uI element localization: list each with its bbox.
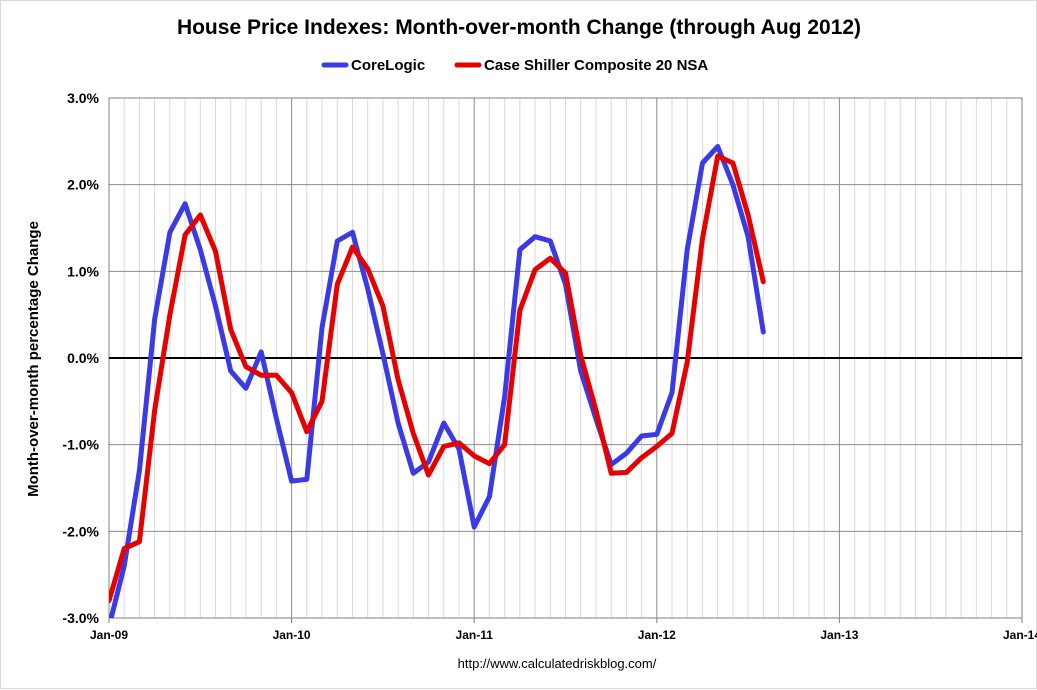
x-tick-label: Jan-10 [273,628,311,642]
y-axis-label: Month-over-month percentage Change [25,221,42,497]
x-axis-ticks: Jan-09 Jan-10 Jan-11 Jan-12 Jan-13 Jan-14 [90,618,1037,642]
series-line-case-shiller [109,153,766,604]
y-tick-label: -1.0% [62,437,99,453]
x-tick-label: Jan-12 [638,628,676,642]
y-tick-label: 2.0% [67,177,99,193]
y-tick-label: 0.0% [67,350,99,366]
legend-label: CoreLogic [351,57,425,74]
series-layer [109,144,766,618]
legend-label: Case Shiller Composite 20 NSA [484,57,708,74]
y-tick-label: -2.0% [62,523,99,539]
y-axis-ticks: 3.0% 2.0% 1.0% 0.0% -1.0% -2.0% -3.0% [62,90,99,626]
chart-title: House Price Indexes: Month-over-month Ch… [177,16,861,39]
legend: CoreLogic Case Shiller Composite 20 NSA [321,57,708,74]
y-tick-label: -3.0% [62,610,99,626]
x-tick-label: Jan-11 [456,628,494,642]
x-tick-label: Jan-14 [1003,628,1037,642]
x-tick-label: Jan-13 [820,628,858,642]
x-tick-label: Jan-09 [90,628,128,642]
series-line-corelogic [109,144,766,618]
source-url: http://www.calculatedriskblog.com/ [458,656,657,671]
y-tick-label: 1.0% [67,263,99,279]
y-tick-label: 3.0% [67,90,99,106]
